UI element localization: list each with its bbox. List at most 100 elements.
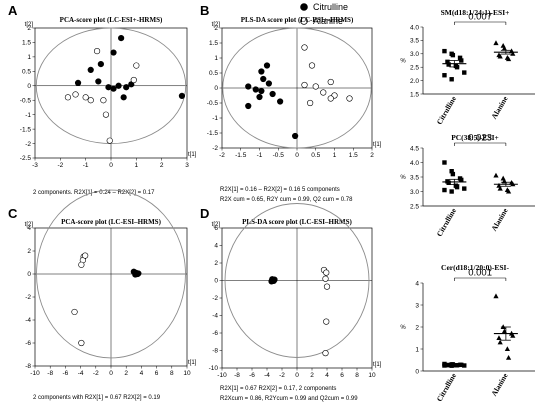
y-axis-title: t[2] (25, 22, 34, 28)
data-point-alanine (308, 62, 316, 69)
data-point-alanine (493, 40, 499, 46)
chart-title: PCA-score plot (LC-ESI+-HRMS) (60, 16, 163, 24)
chart-title: PLS-DA score plot (LC-ESI+-HRMS) (241, 16, 354, 24)
x-tick-label: 8 (355, 372, 359, 379)
confidence-ellipse (36, 189, 186, 359)
data-point-citrulline (74, 79, 82, 86)
data-point-alanine (64, 94, 72, 101)
data-point-citrulline (258, 68, 265, 75)
x-tick-label: -2 (93, 370, 99, 377)
data-point-citrulline (87, 66, 94, 73)
data-point-citrulline (118, 35, 125, 42)
y-tick-label: 3.0 (410, 51, 419, 58)
data-point-alanine (130, 76, 137, 84)
y-tick-label: 2 (214, 260, 218, 267)
y-tick-label: 2 (27, 248, 31, 255)
model-footnote: 2 components with R2X[1] = 0.67 R2X[2] =… (33, 395, 161, 401)
data-point-alanine (106, 137, 113, 144)
chart-title: Cer(d18:1/20:0)-ESI- (441, 263, 509, 272)
x-tick-label: 4 (140, 370, 144, 377)
y-tick-label: 0 (415, 368, 419, 375)
y-tick-label: 0 (214, 278, 218, 285)
y-tick-label: 4.5 (410, 145, 419, 152)
data-point-alanine (78, 339, 85, 347)
x-tick-label: -10 (217, 372, 227, 379)
chart-title: PCA-score plot (LC-ESI–HRMS) (61, 218, 161, 226)
confidence-ellipse (35, 27, 187, 145)
x-tick-label: -6 (249, 372, 255, 379)
y-tick-label: -6 (212, 330, 218, 337)
x-tick-label: -8 (234, 372, 240, 379)
x-tick-label: 6 (155, 370, 159, 377)
y-tick-label: 1 (27, 54, 31, 61)
x-axis-title: t[1] (373, 142, 382, 148)
data-point-citrulline (256, 93, 263, 101)
x-tick-label: -3 (32, 162, 38, 169)
y-tick-label: 1.5 (22, 40, 31, 47)
model-footnote: R2X[1] = 0.67 R2X[2] = 0.17, 2 component… (220, 386, 336, 392)
data-point-citrulline (457, 55, 463, 61)
data-point-citrulline (446, 180, 451, 185)
data-point-alanine (322, 350, 329, 357)
data-point-citrulline (252, 86, 259, 93)
data-point-alanine (87, 97, 94, 104)
x-tick-label: 2 (124, 370, 128, 377)
y-tick-label: 4.0 (410, 160, 419, 167)
data-point-citrulline (123, 84, 130, 91)
y-tick-label: 4.0 (410, 24, 419, 31)
chart-b: PLS-DA score plot (LC-ESI+-HRMS) -2 -1.5 -1… (207, 16, 382, 203)
y-tick-label: 2.5 (410, 203, 419, 210)
y-tick-label: 0 (27, 271, 31, 278)
data-point-citrulline (245, 83, 252, 90)
data-point-alanine (493, 172, 499, 178)
data-point-alanine (82, 252, 89, 259)
chart-c: PCA-score plot (LC-ESI–HRMS)-10 -8 -6 -4 -2 0… (25, 189, 197, 401)
y-tick-label: -1.5 (20, 126, 32, 133)
y-tick-label: -2 (25, 141, 31, 148)
chart-a: PCA-score plot (LC-ESI+-HRMS) -3 -2 -1 0 1 2 3 2… (20, 16, 197, 196)
x-tick-label: -4 (264, 372, 270, 379)
p-value-label: 0.001 (468, 268, 492, 279)
data-point-alanine (504, 346, 510, 351)
y-axis-title: % (400, 59, 406, 65)
category-label: Alanine (489, 371, 510, 398)
data-point-citrulline (450, 171, 456, 177)
panel-letter-d: D (200, 206, 209, 221)
x-axis-title: t[1] (188, 360, 197, 366)
y-tick-label: 1.5 (410, 91, 419, 98)
data-point-citrulline (115, 82, 122, 89)
data-point-citrulline (446, 62, 451, 67)
x-tick-label: 1 (135, 162, 139, 169)
category-label: Alanine (489, 94, 510, 121)
data-point-alanine (93, 48, 101, 55)
p-value-label: 0.023 (468, 133, 492, 144)
x-tick-label: 10 (183, 370, 191, 377)
y-tick-label: -6 (25, 340, 31, 347)
data-point-citrulline (462, 363, 467, 368)
y-tick-label: 3.5 (410, 38, 419, 45)
data-point-alanine (327, 95, 334, 102)
p-value-label: 0.007 (468, 12, 492, 23)
y-tick-label: -4 (25, 317, 31, 324)
x-tick-label: -6 (63, 370, 69, 377)
data-point-alanine (510, 333, 516, 338)
y-tick-label: 2.0 (410, 78, 419, 85)
y-tick-label: 1 (214, 55, 218, 62)
data-point-citrulline (292, 132, 299, 140)
y-tick-label: -8 (25, 363, 31, 370)
data-point-citrulline (120, 94, 127, 101)
data-point-citrulline (178, 92, 186, 99)
data-point-citrulline (462, 186, 467, 191)
model-footnote: 2 components. R2X[1] = 0.24 – R2X[2] = 0… (33, 190, 155, 196)
data-point-alanine (82, 94, 89, 101)
x-tick-label: 3 (185, 162, 189, 169)
category-label: Citrulline (435, 94, 459, 126)
x-tick-label: 0 (295, 372, 299, 379)
data-point-citrulline (258, 87, 265, 95)
data-point-alanine (323, 283, 331, 290)
data-point-alanine (496, 335, 502, 340)
x-tick-label: 1 (333, 152, 337, 159)
y-tick-label: 4 (415, 280, 419, 287)
legend-label-citrulline: Citrulline (313, 2, 348, 12)
